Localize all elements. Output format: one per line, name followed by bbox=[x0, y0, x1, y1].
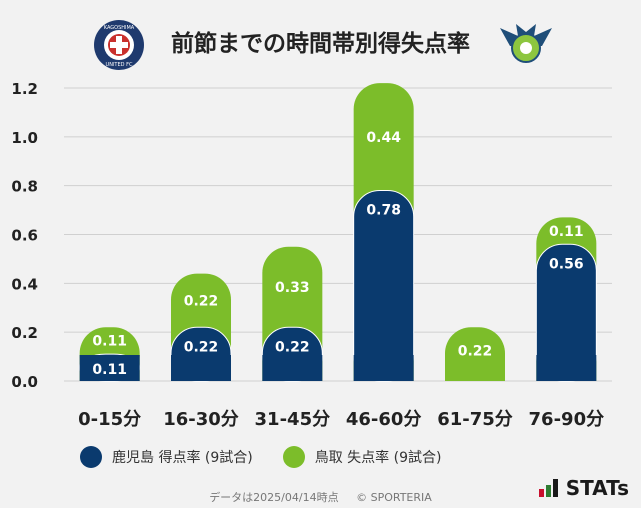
stats-brand: STATs bbox=[538, 476, 629, 500]
y-tick-label: 0.6 bbox=[11, 227, 38, 245]
footer-copyright: © SPORTERIA bbox=[356, 491, 432, 504]
y-tick-label: 0.0 bbox=[11, 373, 38, 391]
data-label-tottori: 0.44 bbox=[366, 130, 401, 146]
y-tick-label: 0.8 bbox=[11, 178, 38, 196]
bar-tottori-base bbox=[445, 355, 505, 381]
chart-title: 前節までの時間帯別得失点率 bbox=[171, 31, 470, 57]
data-label-tottori: 0.22 bbox=[184, 293, 219, 309]
data-label-tottori: 0.22 bbox=[458, 343, 493, 359]
footer-note: データは2025/04/14時点 bbox=[209, 491, 339, 504]
data-label-kagoshima: 0.78 bbox=[366, 203, 401, 219]
bar-kagoshima bbox=[353, 190, 415, 382]
x-category-label: 46-60分 bbox=[346, 409, 422, 430]
legend-label-kagoshima: 鹿児島 得点率 (9試合) bbox=[112, 450, 253, 466]
x-category-label: 0-15分 bbox=[78, 409, 141, 430]
legend: 鹿児島 得点率 (9試合) 鳥取 失点率 (9試合) bbox=[80, 446, 471, 468]
x-category-label: 31-45分 bbox=[255, 409, 331, 430]
legend-item-tottori: 鳥取 失点率 (9試合) bbox=[282, 446, 442, 468]
bar-kagoshima-base bbox=[353, 355, 414, 381]
svg-text:KAGOSHIMA: KAGOSHIMA bbox=[104, 25, 135, 31]
data-label-kagoshima: 0.22 bbox=[275, 339, 310, 355]
x-category-label: 61-75分 bbox=[437, 409, 513, 430]
svg-text:UNITED FC: UNITED FC bbox=[106, 62, 133, 68]
y-tick-label: 1.2 bbox=[11, 80, 38, 98]
y-tick-label: 0.4 bbox=[11, 275, 38, 293]
data-label-kagoshima: 0.11 bbox=[92, 362, 127, 378]
bar-kagoshima-base bbox=[262, 355, 323, 381]
stats-brand-text: STATs bbox=[565, 476, 629, 500]
legend-label-tottori: 鳥取 失点率 (9試合) bbox=[314, 450, 442, 466]
bar-kagoshima-base bbox=[79, 355, 140, 381]
legend-swatch-tottori bbox=[282, 446, 305, 468]
chart-svg: 0.0 0.2 0.4 0.6 0.8 1.0 1.2 0.11 0.11 0-15分 0.22 0.… bbox=[11, 80, 612, 430]
bar-kagoshima-base bbox=[536, 355, 597, 381]
legend-swatch-kagoshima bbox=[80, 446, 102, 468]
data-label-kagoshima: 0.22 bbox=[184, 339, 219, 355]
data-label-tottori: 0.33 bbox=[275, 280, 310, 296]
data-label-tottori: 0.11 bbox=[549, 224, 584, 240]
kagoshima-united-logo: KAGOSHIMA UNITED FC bbox=[94, 20, 144, 70]
data-label-kagoshima: 0.56 bbox=[549, 256, 584, 272]
x-category-label: 16-30分 bbox=[163, 409, 239, 430]
y-tick-label: 1.0 bbox=[11, 129, 38, 147]
legend-item-kagoshima: 鹿児島 得点率 (9試合) bbox=[80, 446, 253, 468]
stats-logo-icon bbox=[538, 479, 560, 497]
bar-kagoshima-base bbox=[171, 355, 231, 381]
gainare-tottori-logo bbox=[500, 24, 552, 63]
footer: データは2025/04/14時点 © SPORTERIA bbox=[0, 489, 641, 505]
y-tick-label: 0.2 bbox=[11, 324, 38, 342]
x-category-label: 76-90分 bbox=[529, 409, 605, 430]
data-label-tottori: 0.11 bbox=[92, 334, 127, 350]
